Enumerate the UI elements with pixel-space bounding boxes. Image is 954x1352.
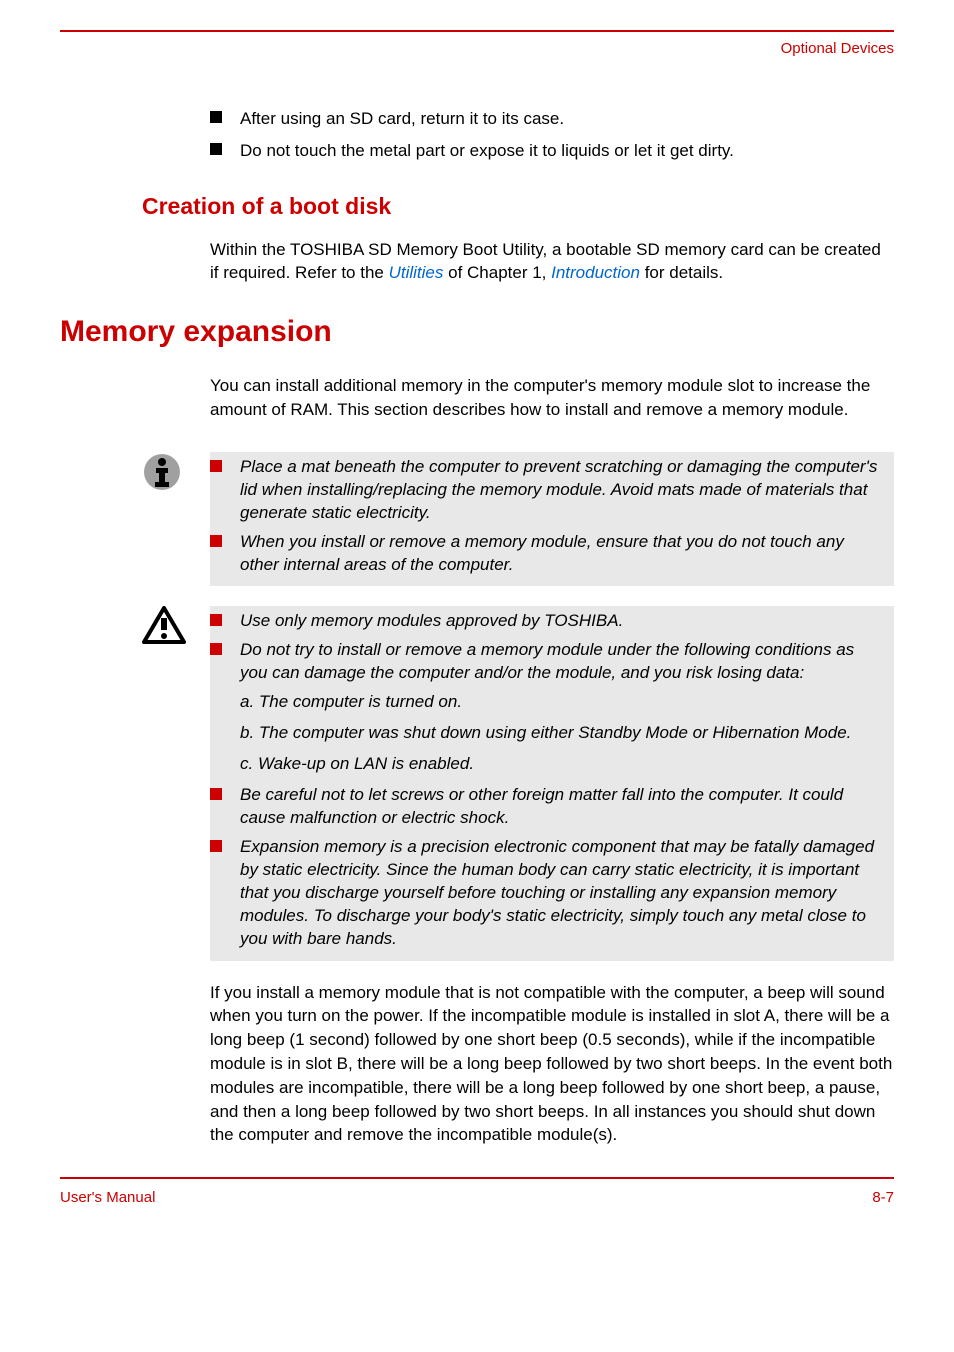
bullet-icon: [210, 143, 222, 155]
info-note-content: Place a mat beneath the computer to prev…: [210, 452, 894, 587]
text-fragment: for details.: [640, 263, 723, 282]
note-text: Expansion memory is a precision electron…: [240, 836, 886, 951]
list-item: Be careful not to let screws or other fo…: [210, 784, 886, 830]
sub-list-item: c. Wake-up on LAN is enabled.: [240, 753, 886, 776]
link-introduction[interactable]: Introduction: [551, 263, 640, 282]
heading-memory-expansion: Memory expansion: [60, 315, 894, 349]
bullet-text: After using an SD card, return it to its…: [240, 107, 564, 131]
text-fragment: of Chapter 1,: [443, 263, 551, 282]
note-text: Use only memory modules approved by TOSH…: [240, 610, 623, 633]
note-text: Do not try to install or remove a memory…: [240, 639, 886, 685]
bullet-icon: [210, 111, 222, 123]
bullet-icon: [210, 460, 222, 472]
creation-paragraph: Within the TOSHIBA SD Memory Boot Utilit…: [210, 238, 894, 286]
list-item: Place a mat beneath the computer to prev…: [210, 456, 886, 525]
info-icon: [142, 452, 182, 492]
memory-intro-paragraph: You can install additional memory in the…: [210, 374, 894, 422]
info-note-block: Place a mat beneath the computer to prev…: [60, 452, 894, 587]
bullet-text: Do not touch the metal part or expose it…: [240, 139, 734, 163]
list-item: Do not try to install or remove a memory…: [210, 639, 886, 685]
note-text: When you install or remove a memory modu…: [240, 531, 886, 577]
list-item: After using an SD card, return it to its…: [210, 107, 894, 131]
top-bullet-list: After using an SD card, return it to its…: [210, 107, 894, 163]
bullet-icon: [210, 614, 222, 626]
warning-note-content: Use only memory modules approved by TOSH…: [210, 606, 894, 960]
header-section-title: Optional Devices: [60, 40, 894, 57]
bullet-icon: [210, 643, 222, 655]
warning-note-block: Use only memory modules approved by TOSH…: [60, 606, 894, 960]
sub-list-item: b. The computer was shut down using eith…: [240, 722, 886, 745]
bottom-paragraph: If you install a memory module that is n…: [210, 981, 894, 1148]
list-item: Use only memory modules approved by TOSH…: [210, 610, 886, 633]
sub-list-item: a. The computer is turned on.: [240, 691, 886, 714]
footer-page-number: 8-7: [872, 1189, 894, 1206]
note-text: Place a mat beneath the computer to prev…: [240, 456, 886, 525]
heading-creation: Creation of a boot disk: [142, 193, 894, 220]
list-item: Do not touch the metal part or expose it…: [210, 139, 894, 163]
bullet-icon: [210, 840, 222, 852]
link-utilities[interactable]: Utilities: [389, 263, 444, 282]
footer: User's Manual 8-7: [60, 1177, 894, 1206]
list-item: Expansion memory is a precision electron…: [210, 836, 886, 951]
warning-icon-column: [60, 606, 210, 960]
list-item: When you install or remove a memory modu…: [210, 531, 886, 577]
bullet-icon: [210, 535, 222, 547]
info-icon-column: [60, 452, 210, 587]
warning-icon: [142, 606, 186, 646]
bullet-icon: [210, 788, 222, 800]
page-container: Optional Devices After using an SD card,…: [0, 0, 954, 1246]
footer-title: User's Manual: [60, 1189, 155, 1206]
note-text: Be careful not to let screws or other fo…: [240, 784, 886, 830]
header-rule: [60, 30, 894, 32]
